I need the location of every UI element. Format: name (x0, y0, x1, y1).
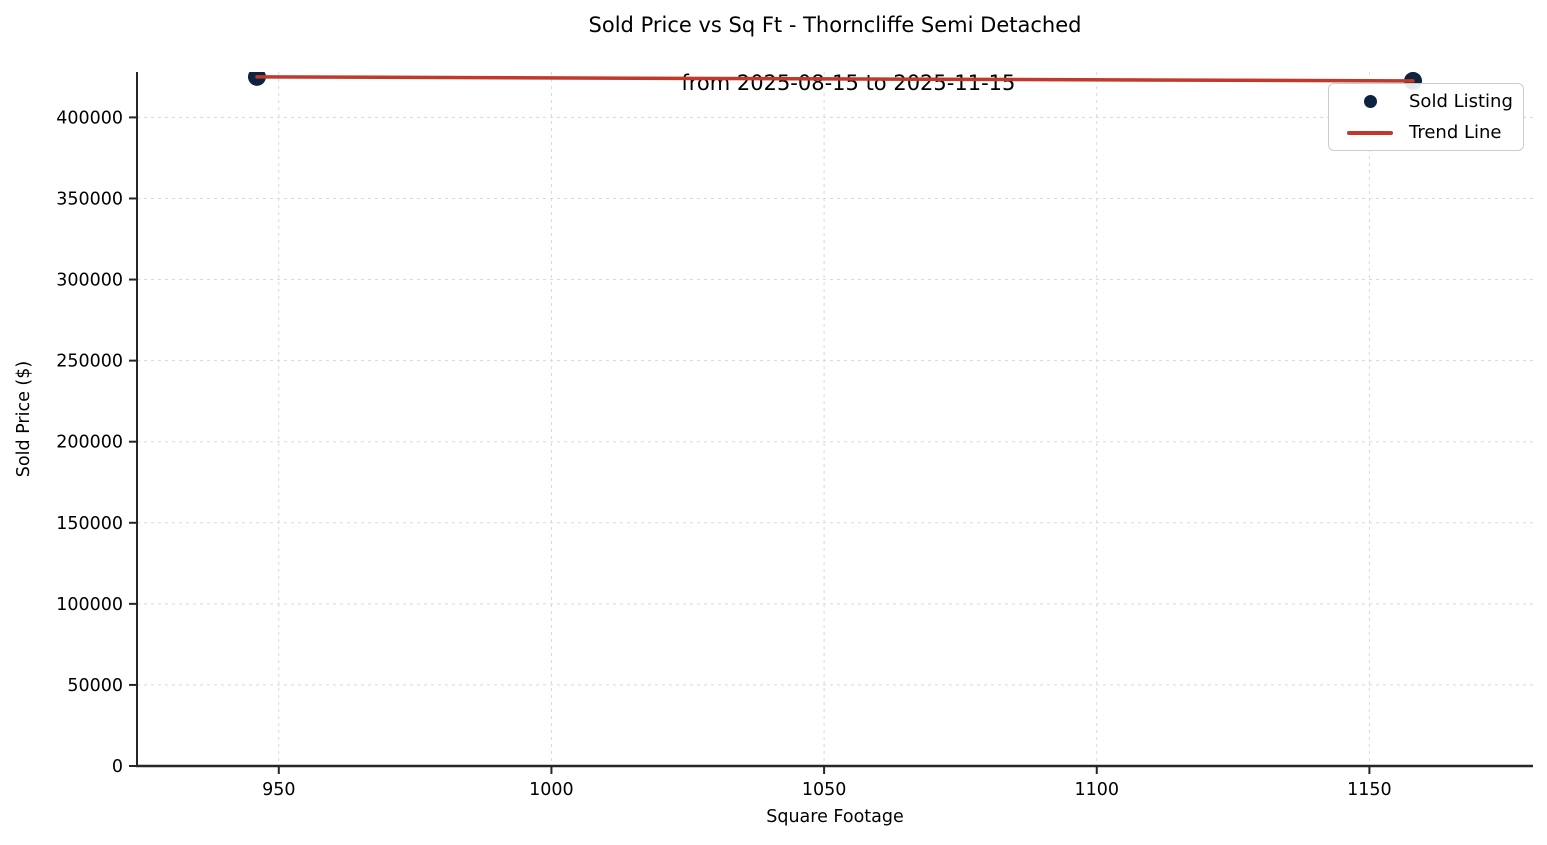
x-tick-label: 950 (262, 780, 295, 800)
chart-title-line2: from 2025-08-15 to 2025-11-15 (681, 71, 1016, 95)
legend-label-sold-listing: Sold Listing (1409, 91, 1513, 112)
x-tick-label: 1100 (1074, 780, 1119, 800)
x-tick-label: 1000 (529, 780, 574, 800)
legend: Sold Listing Trend Line (1328, 83, 1524, 151)
y-tick-label: 0 (112, 757, 123, 777)
legend-label-trend-line: Trend Line (1409, 122, 1502, 143)
y-tick-label: 250000 (56, 352, 123, 372)
y-axis-label: Sold Price ($) (14, 360, 34, 478)
y-tick-label: 50000 (67, 676, 123, 696)
chart-title: Sold Price vs Sq Ft - Thorncliffe Semi D… (137, 11, 1533, 127)
sold-listing-marker-icon (1363, 95, 1377, 108)
y-tick-label: 150000 (56, 514, 123, 534)
trend-line-marker-icon (1347, 130, 1393, 135)
legend-entry-trend-line: Trend Line (1339, 121, 1513, 145)
x-axis-label: Square Footage (766, 807, 904, 827)
chart-title-line1: Sold Price vs Sq Ft - Thorncliffe Semi D… (588, 13, 1082, 37)
y-tick-label: 350000 (56, 189, 123, 209)
y-tick-label: 200000 (56, 433, 123, 453)
legend-entry-sold-listing: Sold Listing (1339, 90, 1513, 114)
x-tick-label: 1150 (1347, 780, 1392, 800)
y-tick-label: 400000 (56, 108, 123, 128)
y-tick-label: 100000 (56, 595, 123, 615)
trend-line (255, 75, 1415, 83)
y-tick-label: 300000 (56, 271, 123, 291)
x-tick-label: 1050 (802, 780, 847, 800)
data-layer (247, 72, 1423, 90)
